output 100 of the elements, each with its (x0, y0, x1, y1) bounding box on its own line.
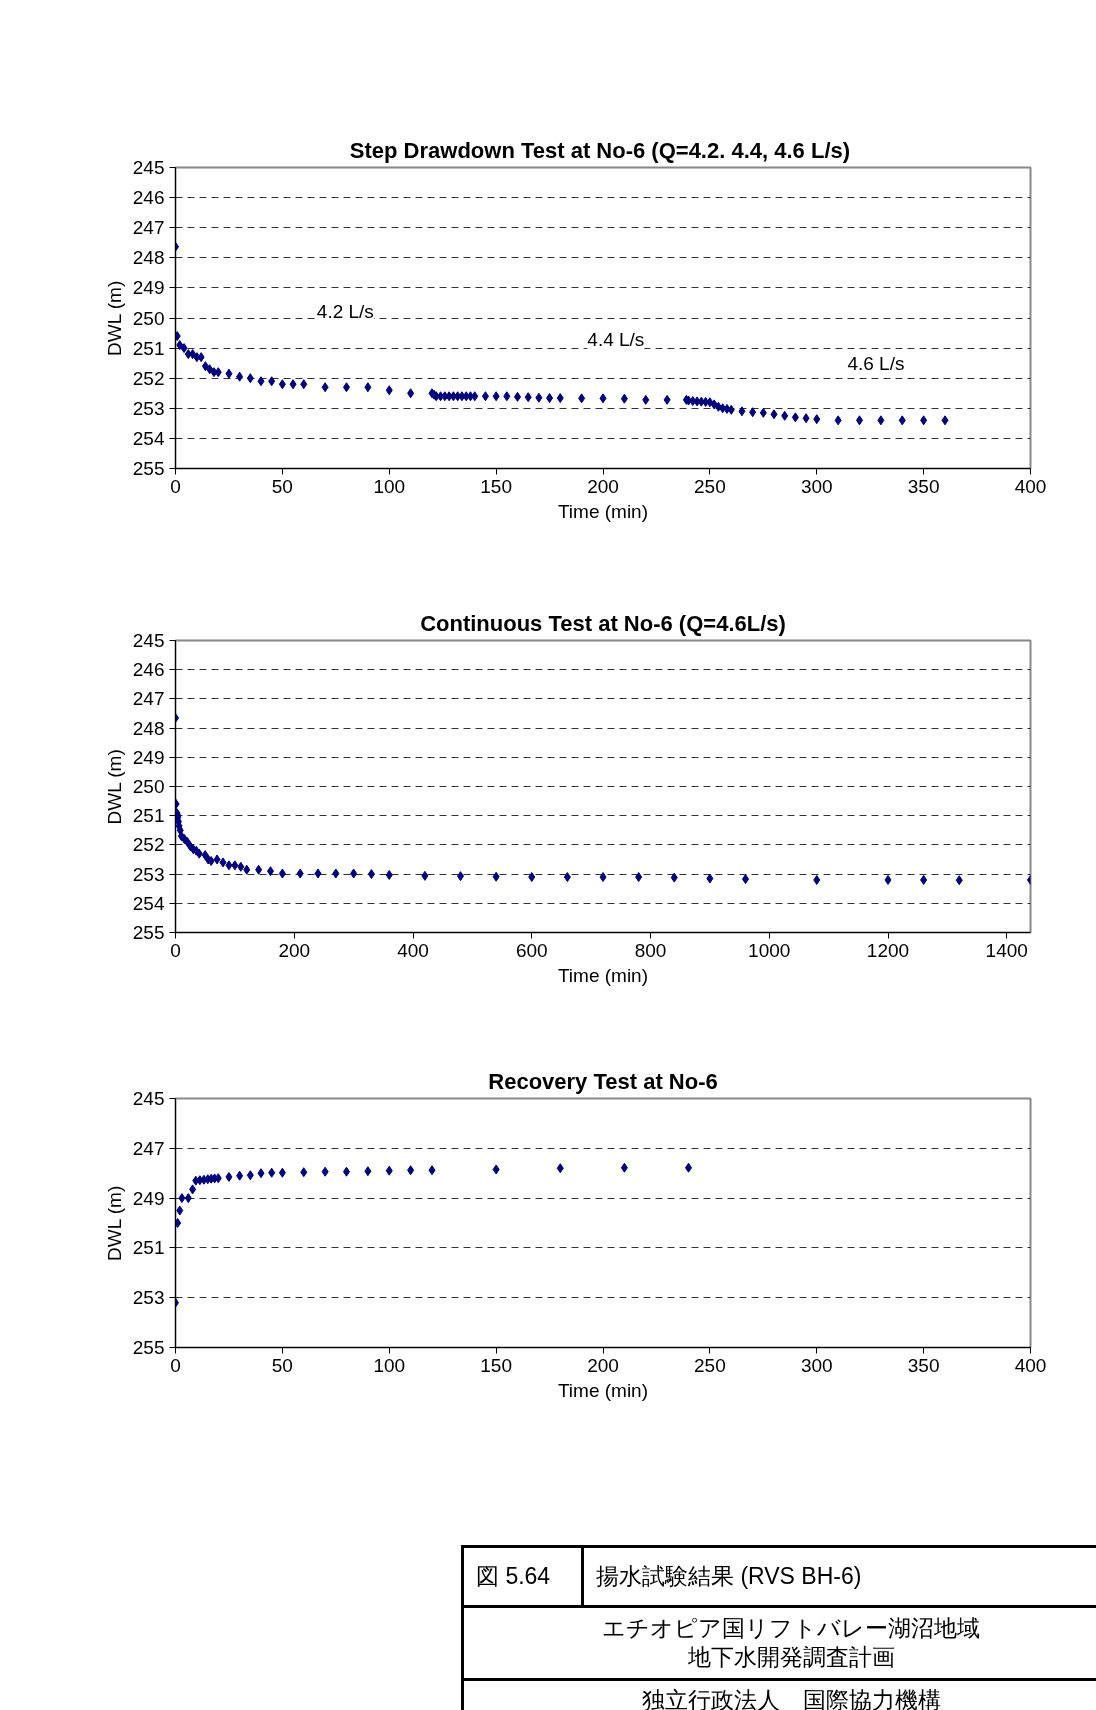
point (920, 874, 928, 885)
point (670, 872, 678, 883)
y-tick-label: 249 (132, 1187, 165, 1209)
point (213, 854, 221, 865)
point (556, 1163, 564, 1174)
y-tick-label: 255 (132, 922, 165, 943)
x-tick-label: 800 (634, 939, 667, 961)
point (225, 860, 233, 871)
point (246, 1170, 254, 1181)
y-tick-label: 245 (132, 157, 165, 178)
x-tick-label: 0 (170, 939, 181, 961)
y-tick-label: 250 (132, 776, 165, 797)
point (706, 873, 714, 884)
x-tick-label: 150 (480, 1354, 512, 1376)
point (428, 1165, 436, 1176)
point (255, 864, 263, 875)
y-tick-label: 255 (132, 1337, 165, 1358)
y-tick-label: 253 (132, 863, 165, 885)
y-tick-label: 251 (132, 337, 165, 359)
x-tick-label: 50 (271, 475, 293, 497)
point (268, 1167, 276, 1178)
point (300, 1167, 308, 1178)
y-axis-title: DWL (m) (103, 1185, 125, 1261)
point (407, 1165, 415, 1176)
point (385, 1165, 393, 1176)
chart-title: Recovery Test at No-6 (488, 1068, 718, 1094)
point (332, 868, 340, 879)
point (813, 874, 821, 885)
point (635, 872, 643, 883)
x-tick-label: 350 (907, 1354, 940, 1376)
x-tick-label: 150 (480, 475, 512, 497)
x-axis-title: Time (min) (557, 1379, 649, 1401)
y-tick-label: 253 (132, 1287, 165, 1309)
x-tick-label: 50 (271, 1354, 293, 1376)
y-tick-label: 248 (132, 247, 165, 269)
point (350, 868, 358, 879)
x-tick-label: 300 (800, 475, 833, 497)
y-tick-label: 254 (132, 427, 165, 449)
text: 揚水試験結果 (RVS BH-6) (582, 1546, 1096, 1607)
point (219, 857, 227, 868)
y-tick-label: 249 (132, 746, 165, 768)
point (236, 1170, 244, 1181)
x-tick-label: 1000 (748, 939, 791, 961)
x-tick-label: 300 (800, 1354, 833, 1376)
chart-title: Step Drawdown Test at No-6 (Q=4.2. 4.4, 4.6 L/s) (349, 137, 851, 163)
x-tick-label: 400 (1014, 1354, 1047, 1376)
x-tick-label: 100 (373, 1354, 406, 1376)
x-tick-label: 350 (907, 475, 940, 497)
y-tick-label: 250 (132, 307, 165, 329)
point (563, 872, 571, 883)
point (599, 872, 607, 883)
point (225, 1171, 233, 1182)
annotation: 4.2 L/s (316, 301, 374, 323)
point (492, 871, 500, 882)
caption: 図 5.64 (462, 1546, 583, 1607)
y-tick-label: 245 (132, 1088, 165, 1109)
y-tick-label: 247 (132, 1137, 165, 1159)
point (175, 1218, 182, 1228)
x-tick-label: 200 (278, 939, 311, 961)
y-tick-label: 252 (132, 367, 165, 389)
point (385, 869, 393, 880)
point (243, 864, 251, 875)
point (278, 1167, 286, 1178)
x-tick-label: 400 (1014, 475, 1047, 497)
point (884, 874, 892, 885)
y-tick-label: 249 (132, 277, 165, 299)
point (620, 1162, 628, 1173)
x-tick-label: 250 (694, 1354, 726, 1376)
point (421, 870, 429, 881)
point (314, 868, 322, 879)
point (364, 1166, 372, 1177)
y-tick-label: 248 (132, 717, 165, 739)
point (278, 868, 286, 879)
point (321, 1166, 329, 1177)
y-tick-label: 245 (132, 630, 165, 651)
y-tick-label: 246 (132, 659, 165, 681)
x-axis-title: Time (min) (557, 964, 649, 986)
point (231, 860, 239, 871)
x-tick-label: 200 (587, 475, 619, 497)
x-tick-label: 600 (515, 939, 548, 961)
x-tick-label: 250 (694, 475, 726, 497)
y-tick-label: 252 (132, 834, 165, 856)
y-axis-title: DWL (m) (103, 280, 125, 356)
y-axis-title: DWL (m) (103, 749, 125, 825)
point (492, 1164, 500, 1175)
y-tick-label: 251 (132, 1237, 165, 1259)
point (178, 1193, 186, 1204)
x-tick-label: 100 (373, 475, 406, 497)
point (176, 1205, 184, 1216)
y-tick-label: 253 (132, 397, 165, 419)
chart-title: Continuous Test at No-6 (Q=4.6L/s) (420, 610, 786, 636)
x-tick-label: 200 (587, 1354, 619, 1376)
y-tick-label: 246 (132, 187, 165, 209)
point (296, 868, 304, 879)
point (955, 875, 963, 886)
point (367, 869, 375, 880)
y-tick-label: 255 (132, 458, 165, 479)
point (237, 861, 245, 872)
point (189, 1184, 197, 1195)
y-tick-label: 254 (132, 892, 165, 914)
